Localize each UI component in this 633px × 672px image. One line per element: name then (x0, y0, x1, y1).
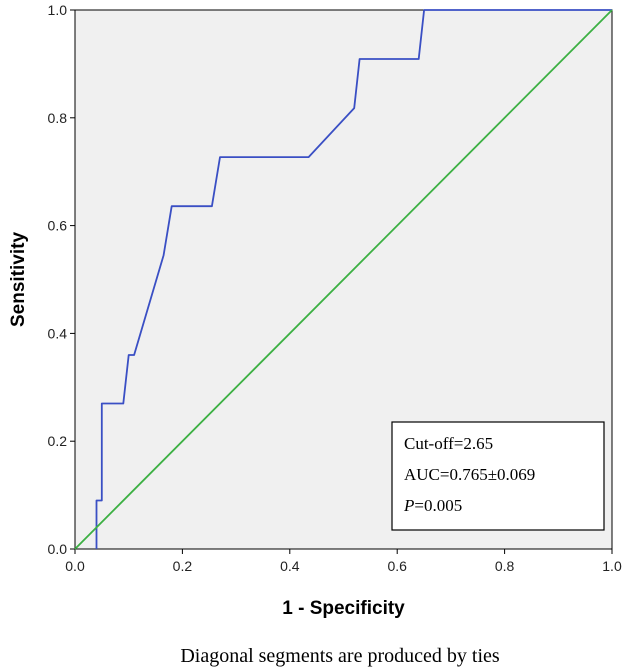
y-tick-label: 0.8 (48, 110, 68, 126)
y-tick-label: 0.0 (48, 541, 68, 557)
y-tick-label: 0.2 (48, 433, 68, 449)
y-axis-label: Sensitivity (8, 232, 29, 327)
y-tick-label: 0.6 (48, 218, 68, 234)
auc-text: AUC=0.765±0.069 (404, 465, 535, 484)
x-tick-label: 0.6 (387, 558, 407, 574)
stats-annotation: Cut-off=2.65 AUC=0.765±0.069 P=0.005 (391, 421, 605, 531)
x-tick-label: 0.0 (65, 558, 85, 574)
x-axis-label: 1 - Specificity (282, 598, 405, 619)
reference-diagonal-line (74, 9, 613, 550)
x-tick-label: 0.2 (173, 558, 193, 574)
annotation-box (391, 421, 605, 531)
p-value: =0.005 (414, 496, 462, 515)
x-tick-label: 0.8 (495, 558, 515, 574)
x-tick-label: 0.4 (280, 558, 300, 574)
p-value-text: P=0.005 (403, 496, 462, 515)
roc-curve-line (95, 9, 612, 549)
y-tick-label: 0.4 (48, 325, 68, 341)
x-tick-label: 1.0 (602, 558, 622, 574)
axis-ticks: 0.0 0.2 0.4 0.6 0.8 1.0 0.0 0.2 0.4 0.6 0.8 1.0 (48, 2, 622, 574)
footnote: Diagonal segments are produced by ties (180, 645, 500, 667)
p-symbol: P (403, 496, 414, 515)
series-group (74, 9, 613, 550)
cutoff-text: Cut-off=2.65 (404, 434, 493, 453)
y-tick-label: 1.0 (48, 2, 68, 18)
